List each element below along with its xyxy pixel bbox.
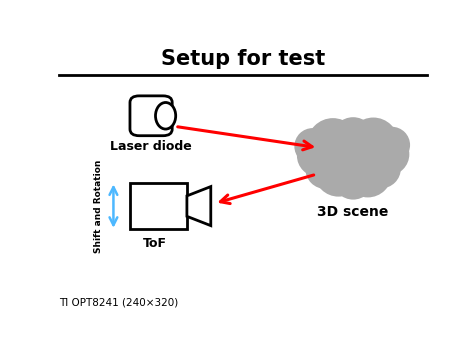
Ellipse shape bbox=[305, 149, 346, 189]
Text: ToF: ToF bbox=[143, 237, 167, 250]
Text: Shift and Rotation: Shift and Rotation bbox=[94, 159, 103, 253]
Ellipse shape bbox=[360, 148, 401, 188]
Ellipse shape bbox=[315, 149, 362, 197]
Ellipse shape bbox=[307, 118, 359, 169]
Ellipse shape bbox=[332, 117, 374, 159]
Ellipse shape bbox=[367, 133, 410, 176]
Ellipse shape bbox=[374, 127, 410, 163]
Text: TI OPT8241 (240×320): TI OPT8241 (240×320) bbox=[59, 297, 179, 307]
Ellipse shape bbox=[344, 150, 392, 197]
Ellipse shape bbox=[297, 135, 339, 177]
Text: Setup for test: Setup for test bbox=[161, 49, 325, 69]
Bar bbox=[130, 183, 187, 229]
FancyBboxPatch shape bbox=[130, 96, 172, 136]
Ellipse shape bbox=[294, 128, 331, 165]
Polygon shape bbox=[187, 187, 211, 226]
Ellipse shape bbox=[322, 127, 384, 189]
Ellipse shape bbox=[155, 102, 176, 129]
Text: Laser diode: Laser diode bbox=[110, 140, 192, 153]
Ellipse shape bbox=[348, 118, 398, 167]
Ellipse shape bbox=[333, 159, 374, 200]
Text: 3D scene: 3D scene bbox=[318, 205, 389, 219]
